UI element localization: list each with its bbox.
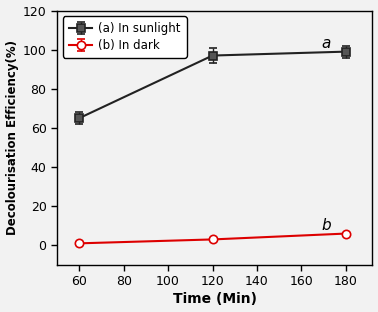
- X-axis label: Time (Min): Time (Min): [173, 292, 257, 306]
- Y-axis label: Decolourisation Efficiency(%): Decolourisation Efficiency(%): [6, 40, 19, 235]
- Text: b: b: [321, 218, 331, 233]
- Legend: (a) In sunlight, (b) In dark: (a) In sunlight, (b) In dark: [63, 17, 187, 58]
- Text: a: a: [321, 36, 331, 51]
